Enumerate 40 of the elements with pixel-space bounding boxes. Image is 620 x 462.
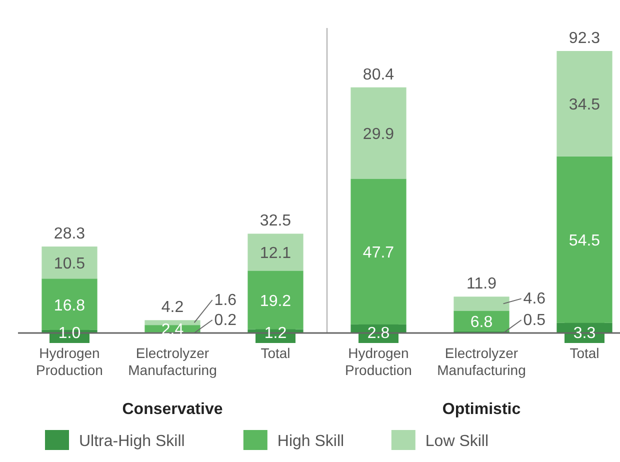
x-tick-label: Electrolyzer Manufacturing [128, 345, 217, 378]
data-label: 4.6 [523, 290, 546, 308]
total-label: 32.5 [260, 212, 292, 230]
x-tick-label: Total [260, 345, 290, 361]
legend-label: High Skill [277, 433, 344, 450]
total-label: 4.2 [161, 299, 184, 316]
data-label: 16.8 [54, 297, 86, 314]
bar [42, 246, 98, 279]
x-tick-label: Hydrogen Production [36, 345, 103, 378]
bar [454, 310, 510, 332]
data-label: 3.3 [573, 325, 596, 342]
data-label: 34.5 [568, 96, 600, 114]
x-tick-label: Electrolyzer Manufacturing [437, 345, 526, 378]
text: Optimistic [442, 401, 521, 418]
data-label: 0.5 [523, 312, 546, 329]
legend-label: Ultra-High Skill [79, 433, 185, 450]
data-label: 47.7 [362, 244, 394, 262]
bar [454, 296, 510, 311]
data-label: 1.2 [264, 325, 287, 342]
bar [556, 51, 612, 156]
legend-label: Low Skill [425, 433, 489, 450]
data-label: 19.2 [260, 293, 292, 310]
total-label: 92.3 [568, 30, 600, 47]
data-label: 10.5 [54, 256, 86, 273]
total-label: 28.3 [54, 226, 86, 243]
data-label: 2.8 [367, 325, 390, 342]
data-label: 1.0 [58, 325, 81, 342]
data-label: 0.2 [214, 312, 237, 329]
data-label: 6.8 [470, 314, 493, 332]
total-label: 11.9 [466, 276, 497, 293]
x-tick-label: Total [570, 345, 600, 361]
data-label: 12.1 [260, 245, 292, 262]
data-label: 29.9 [362, 126, 394, 144]
x-tick-label: Hydrogen Production [345, 345, 412, 378]
bar [248, 234, 304, 271]
text: Conservative [122, 401, 223, 418]
data-label: 1.6 [214, 292, 237, 309]
bar [350, 87, 406, 179]
data-label: 54.5 [568, 232, 600, 250]
total-label: 80.4 [362, 66, 394, 84]
